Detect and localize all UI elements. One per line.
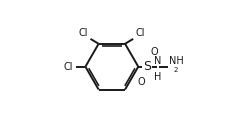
Text: Cl: Cl [135, 28, 145, 38]
Text: H: H [154, 72, 162, 82]
Text: Cl: Cl [64, 62, 73, 72]
Text: NH: NH [169, 56, 184, 66]
Text: N: N [154, 56, 162, 66]
Text: S: S [143, 60, 151, 73]
Text: 2: 2 [173, 67, 178, 74]
Text: O: O [150, 47, 158, 57]
Text: O: O [137, 77, 145, 87]
Text: Cl: Cl [79, 28, 89, 38]
